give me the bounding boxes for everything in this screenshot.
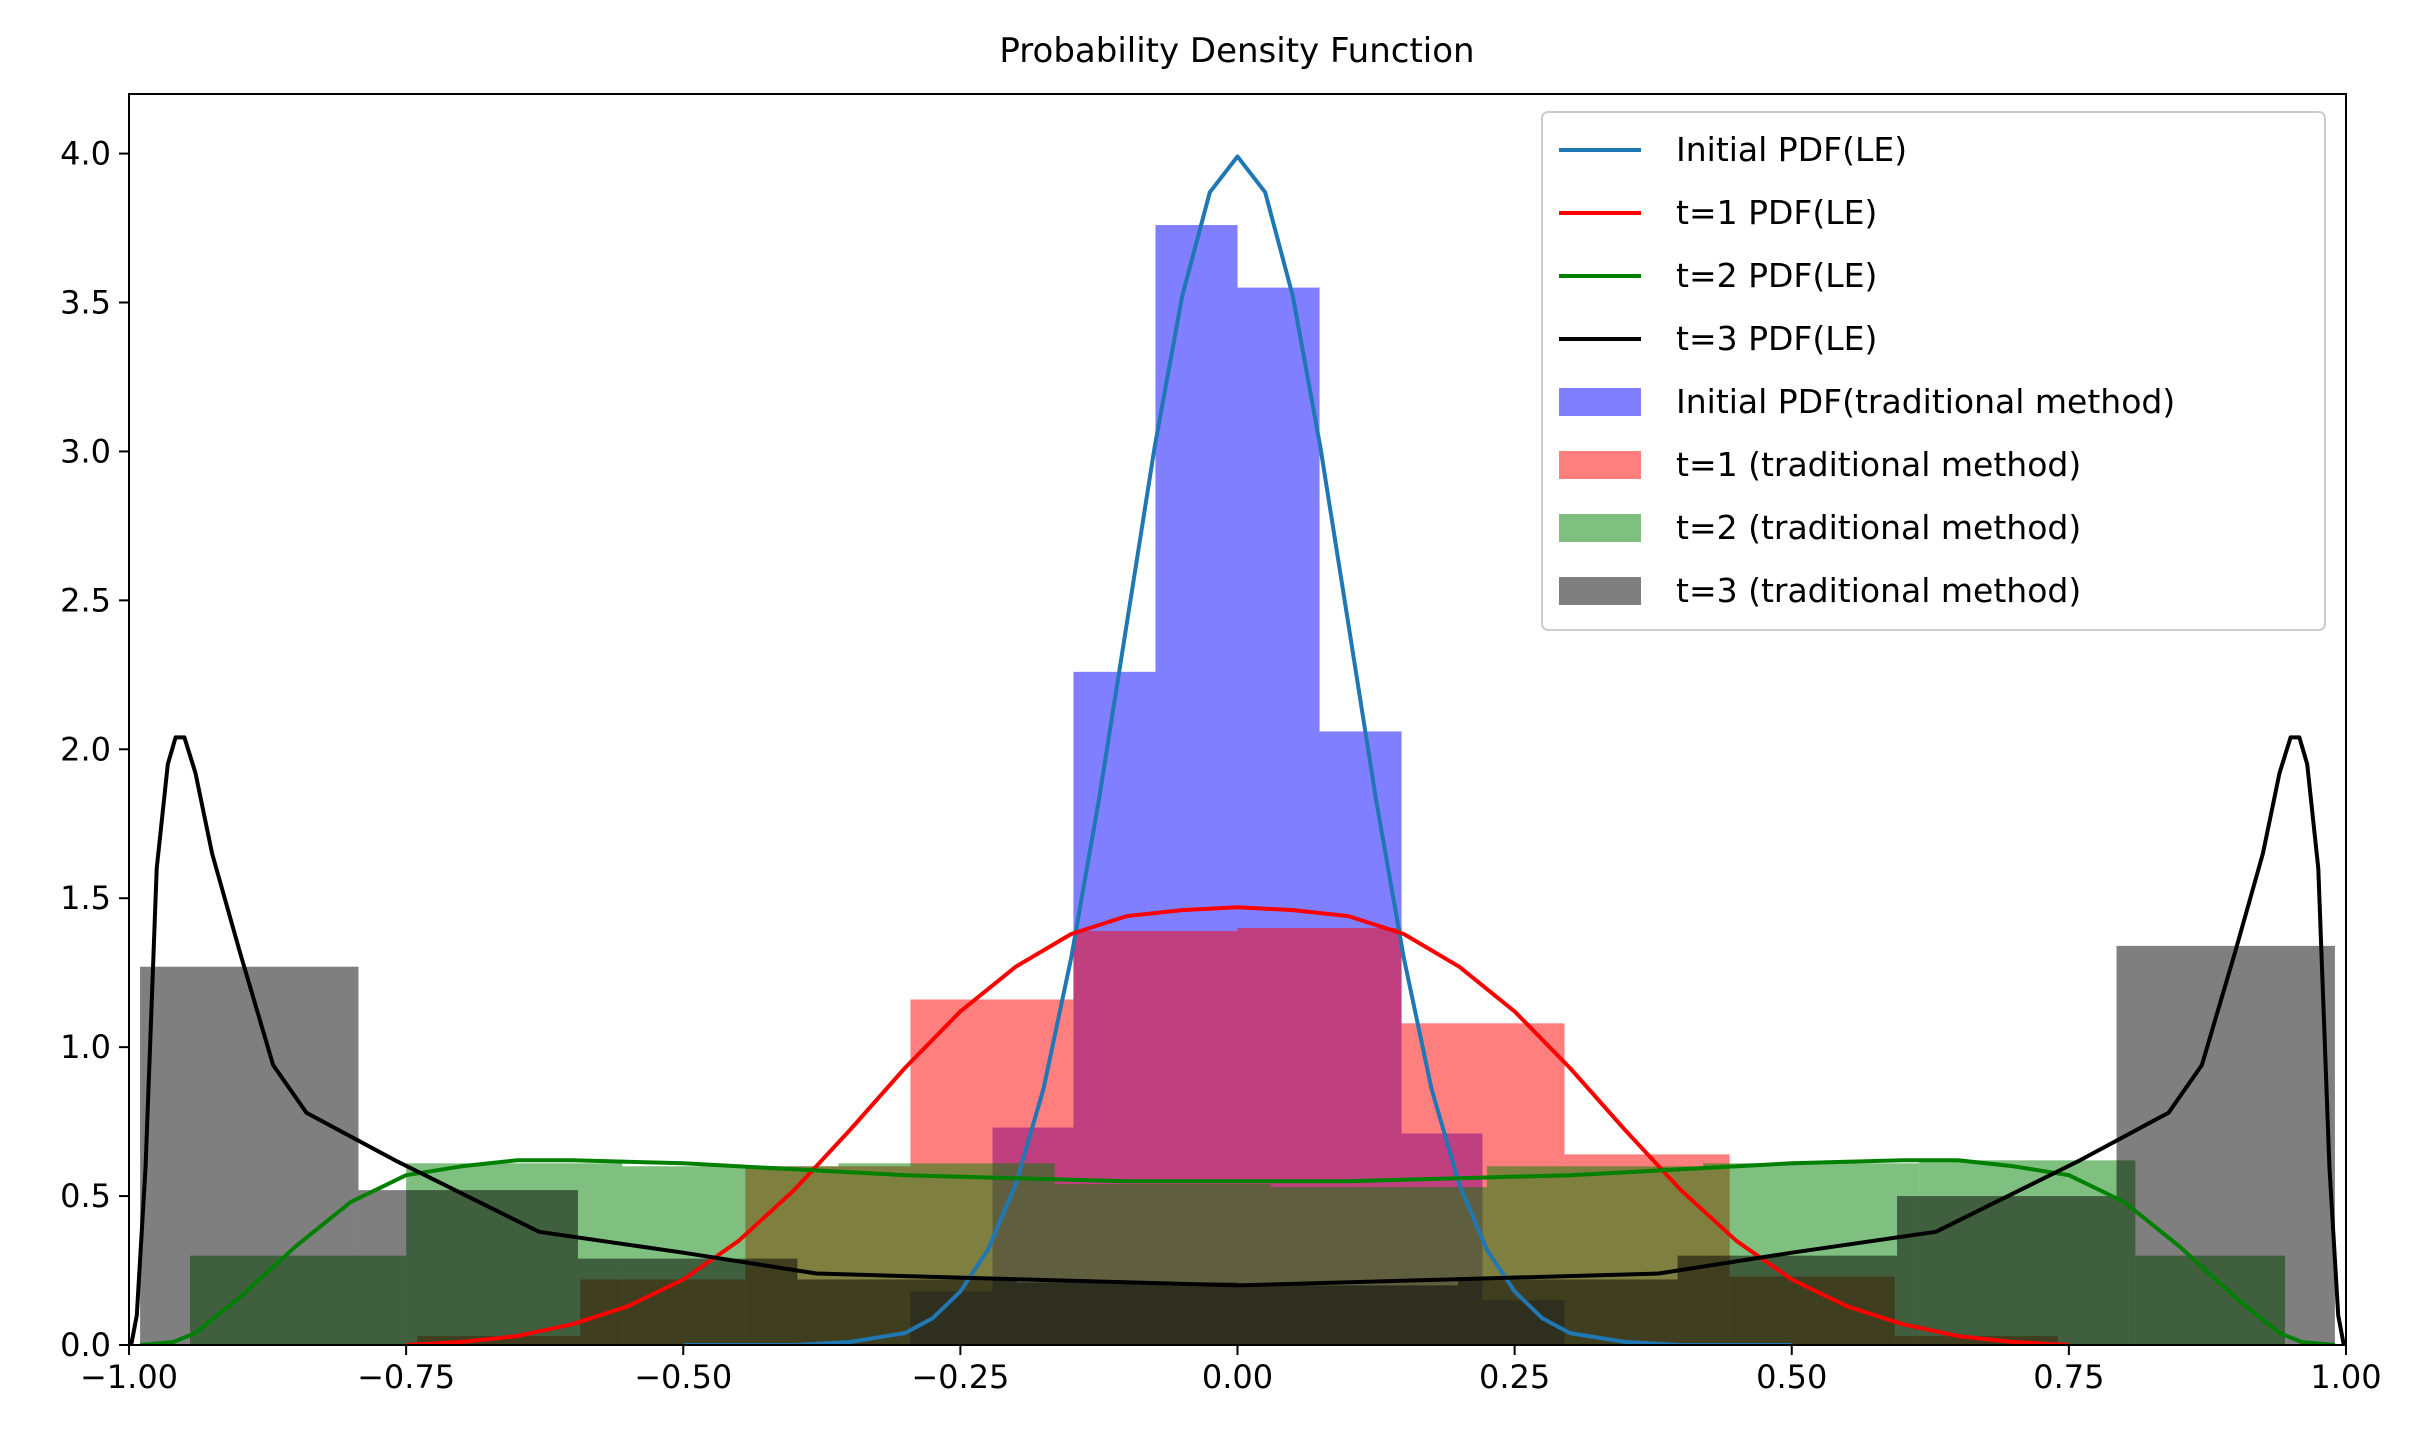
histogram-bar-4-2 <box>358 1190 578 1345</box>
y-tick-label: 3.5 <box>60 284 111 322</box>
legend-patch-swatch <box>1559 451 1641 479</box>
y-tick-label: 1.0 <box>60 1028 111 1066</box>
legend-label: t=1 PDF(LE) <box>1676 193 1877 232</box>
y-tick-label: 2.5 <box>60 581 111 619</box>
x-tick-label: −1.00 <box>80 1358 178 1396</box>
histogram-bar-4-6 <box>1237 1285 1459 1345</box>
histogram-bar-4-8 <box>1677 1255 1898 1345</box>
legend-box <box>1541 111 2326 631</box>
legend-label: t=3 PDF(LE) <box>1676 319 1877 358</box>
x-tick-label: −0.50 <box>634 1358 732 1396</box>
y-tick-label: 0.5 <box>60 1177 111 1215</box>
histogram-bar-4-9 <box>1897 1196 2117 1345</box>
legend-label: Initial PDF(LE) <box>1676 130 1907 169</box>
legend-label: Initial PDF(traditional method) <box>1676 382 2175 421</box>
x-tick-label: −0.25 <box>911 1358 1009 1396</box>
legend: Initial PDF(LE) t=1 PDF(LE) t=2 PDF(LE) t=3… <box>1541 111 2326 631</box>
x-tick-label: 0.50 <box>1756 1358 1827 1396</box>
histogram-layer <box>140 225 2335 1345</box>
histogram-bar-4-5 <box>1016 1282 1238 1345</box>
y-tick-label: 4.0 <box>60 135 111 173</box>
x-tick-label: 1.00 <box>2310 1358 2381 1396</box>
legend-label: t=1 (traditional method) <box>1676 445 2081 484</box>
legend-label: t=2 (traditional method) <box>1676 508 2081 547</box>
x-tick-label: 0.75 <box>2033 1358 2104 1396</box>
x-tick-label: −0.75 <box>357 1358 455 1396</box>
axes: −1.00 −0.75 −0.50 −0.25 0.00 0.25 0.50 0.75 1.00… <box>60 93 2382 1396</box>
chart-title: Probability Density Function <box>999 31 1474 71</box>
legend-patch-swatch <box>1559 388 1641 416</box>
histogram-bar-4-3 <box>577 1258 798 1345</box>
x-tick-label: 0.00 <box>1202 1358 1273 1396</box>
series-line-3 <box>139 1158 2336 1345</box>
legend-patch-swatch <box>1559 514 1641 542</box>
series-line-4 <box>129 735 2346 1345</box>
x-tick-label: 0.25 <box>1479 1358 1550 1396</box>
y-tick-label: 2.0 <box>60 730 111 768</box>
series-line-1 <box>683 154 1792 1345</box>
line-layer <box>129 154 2346 1345</box>
histogram-bar-4-7 <box>1458 1279 1678 1345</box>
y-tick-label: 3.0 <box>60 432 111 470</box>
legend-label: t=2 PDF(LE) <box>1676 256 1877 295</box>
histogram-bar-4-10 <box>2116 945 2335 1345</box>
legend-label: t=3 (traditional method) <box>1676 571 2081 610</box>
histogram-bar-4-4 <box>797 1279 1017 1345</box>
histogram-bar-4-1 <box>140 966 359 1345</box>
y-tick-label: 0.0 <box>60 1326 111 1364</box>
series-line-2 <box>405 905 2070 1345</box>
y-tick-label: 1.5 <box>60 879 111 917</box>
legend-patch-swatch <box>1559 577 1641 605</box>
